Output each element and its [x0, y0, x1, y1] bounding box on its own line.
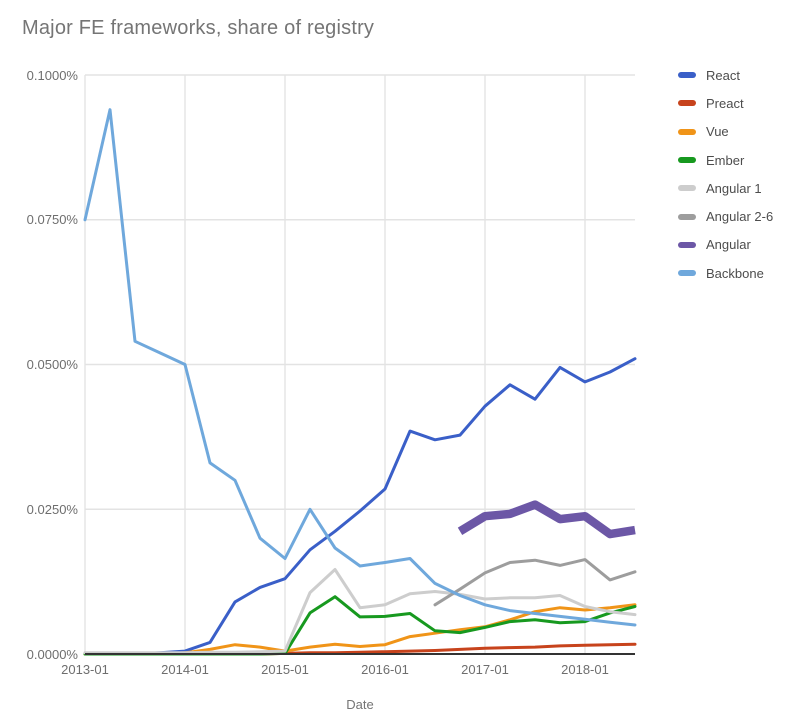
legend-label: Ember	[706, 152, 745, 168]
x-tick-label: 2017-01	[461, 662, 509, 677]
y-tick-label: 0.0250%	[26, 501, 78, 517]
legend-item-react: React	[678, 61, 773, 89]
legend-swatch-icon	[678, 72, 696, 79]
series-line-angular-1	[83, 568, 637, 655]
legend-item-vue: Vue	[678, 118, 773, 146]
legend-swatch-icon	[678, 185, 696, 192]
series-line-angular-2-6	[433, 558, 637, 607]
legend-swatch-icon	[678, 213, 696, 220]
series-line-angular	[457, 500, 636, 539]
x-tick-label: 2013-01	[61, 662, 109, 677]
legend-swatch-icon	[678, 100, 696, 107]
chart-title: Major FE frameworks, share of registry	[22, 17, 375, 39]
legend-label: Angular	[706, 237, 751, 253]
y-tick-label: 0.0750%	[26, 212, 78, 228]
legend-label: Backbone	[706, 265, 764, 281]
y-tick-label: 0.0500%	[26, 357, 78, 372]
legend-item-preact: Preact	[678, 89, 773, 117]
legend-item-backbone: Backbone	[678, 259, 773, 287]
legend-swatch-icon	[678, 270, 696, 277]
x-tick-label: 2014-01	[161, 662, 209, 677]
series-line-backbone	[83, 108, 637, 627]
y-tick-label: 0.0000%	[26, 646, 78, 662]
legend-label: React	[706, 67, 740, 83]
x-tick-label: 2018-01	[561, 662, 609, 677]
legend-item-angular: Angular	[678, 231, 773, 259]
legend-label: Preact	[706, 95, 744, 111]
legend-label: Angular 2-6	[706, 209, 774, 225]
legend-label: Angular 1	[706, 180, 762, 196]
x-axis-title: Date	[346, 697, 374, 712]
legend-swatch-icon	[678, 128, 696, 135]
y-tick-label: 0.1000%	[26, 67, 78, 83]
chart-legend: React Preact Vue Ember Angular 1 Angular 2-6 A…	[678, 61, 773, 287]
x-tick-label: 2015-01	[261, 662, 309, 677]
x-tick-label: 2016-01	[361, 662, 409, 677]
legend-item-angular-2-6: Angular 2-6	[678, 202, 773, 230]
legend-item-angular-1: Angular 1	[678, 174, 773, 202]
legend-label: Vue	[706, 124, 729, 140]
legend-swatch-icon	[678, 241, 696, 248]
legend-item-ember: Ember	[678, 146, 773, 174]
legend-swatch-icon	[678, 157, 696, 164]
